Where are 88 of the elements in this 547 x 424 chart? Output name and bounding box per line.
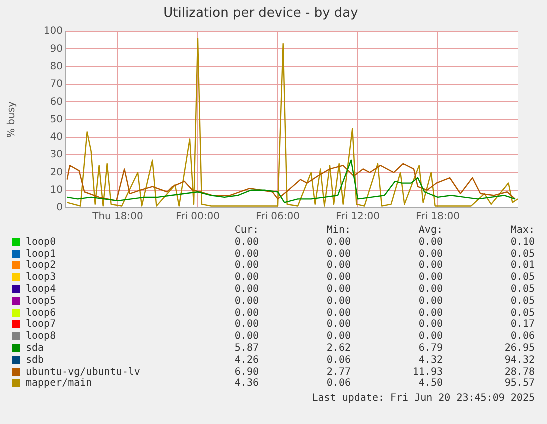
text: 0.00	[326, 319, 351, 332]
y-tick-label: 10	[50, 184, 63, 196]
y-axis-title: % busy	[6, 101, 18, 138]
text: 0.05	[510, 248, 535, 260]
x-tick-label: Fri 12:00	[336, 212, 380, 223]
text: 0.00	[234, 296, 259, 308]
text: 0.05	[510, 272, 535, 284]
text: Last update: Fri Jun 20 23:45:09 2025	[312, 393, 535, 404]
legend-label: sdb	[25, 354, 46, 367]
text: 0.05	[510, 296, 535, 308]
legend-label: ubuntu-vg/ubuntu-lv	[25, 366, 142, 378]
y-tick-label: 70	[50, 79, 63, 90]
text: 0.00	[234, 331, 259, 343]
text: Min:	[326, 225, 351, 237]
legend-label: loop8	[25, 331, 58, 343]
legend-label: loop6	[25, 308, 58, 319]
text: 4.36	[234, 378, 259, 390]
text: 0.01	[510, 260, 535, 272]
text: Max:	[510, 225, 535, 237]
legend-label: loop5	[25, 296, 58, 308]
text: 0.00	[326, 248, 351, 260]
text: 0.00	[326, 308, 351, 320]
text: 4.50	[418, 378, 443, 390]
text: 0.00	[234, 308, 259, 320]
text: 0.00	[326, 236, 351, 249]
legend-label: loop7	[25, 319, 58, 331]
text: 0.17	[510, 319, 535, 332]
text: 6.79	[418, 342, 443, 355]
text: 0.00	[418, 296, 443, 308]
text: 2.62	[326, 342, 351, 355]
text: 11.93	[412, 366, 443, 378]
x-tick-label: Fri 00:00	[176, 212, 220, 223]
text: 0.10	[510, 236, 535, 249]
legend-label: loop1	[25, 248, 58, 260]
text: 0.00	[418, 284, 443, 296]
text: 0.00	[326, 284, 351, 296]
text: 0.00	[234, 319, 259, 332]
text: 0.06	[510, 331, 535, 343]
legend-label: loop4	[25, 284, 58, 296]
y-tick-label: 40	[50, 132, 63, 144]
text: 4.32	[418, 354, 443, 367]
text: Cur:	[234, 225, 259, 237]
text: 4.26	[234, 354, 259, 367]
text: 0.00	[418, 248, 443, 260]
legend-label: mapper/main	[25, 378, 94, 390]
text: 0.00	[326, 296, 351, 308]
text: 6.90	[234, 366, 259, 378]
text: 0.00	[234, 236, 259, 249]
y-tick-label: 0	[56, 202, 63, 214]
text: 0.00	[418, 260, 443, 272]
text: 2.77	[326, 366, 351, 378]
text: 0.00	[326, 331, 351, 343]
y-tick-label: 90	[50, 44, 63, 55]
legend-label: loop2	[25, 260, 58, 272]
text: 0.00	[326, 260, 351, 272]
x-tick-label: Fri 06:00	[256, 212, 300, 223]
legend-label: loop3	[25, 272, 58, 284]
text: 0.00	[418, 319, 443, 332]
y-tick-label: 60	[50, 96, 63, 108]
x-tick-label: Fri 18:00	[416, 212, 460, 223]
text: 0.00	[418, 331, 443, 343]
text: 5.87	[234, 342, 259, 355]
text: 0.00	[234, 284, 259, 296]
y-tick-label: 20	[50, 167, 63, 178]
text: 28.78	[504, 366, 535, 378]
legend-label: loop0	[25, 236, 58, 249]
text: 0.00	[418, 272, 443, 284]
text: 95.57	[504, 378, 535, 390]
text: 0.06	[326, 354, 351, 367]
legend-label: sda	[25, 342, 46, 355]
y-tick-label: 80	[50, 61, 63, 72]
chart-title: Utilization per device - by day	[164, 6, 359, 22]
text: 0.00	[234, 248, 259, 260]
text: 0.00	[234, 260, 259, 272]
text: 0.05	[510, 284, 535, 296]
text: 0.00	[418, 308, 443, 320]
y-tick-label: 50	[50, 114, 63, 126]
x-tick-label: Thu 18:00	[92, 212, 144, 223]
text: 94.32	[504, 354, 535, 367]
text: 0.05	[510, 308, 535, 320]
y-tick-label: 30	[50, 150, 63, 161]
text: 0.00	[234, 272, 259, 284]
text: 0.00	[418, 236, 443, 249]
y-tick-label: 100	[44, 26, 63, 38]
text: 0.06	[326, 378, 351, 390]
text: Avg:	[418, 225, 443, 237]
text: 0.00	[326, 272, 351, 284]
text: 26.95	[504, 342, 535, 355]
